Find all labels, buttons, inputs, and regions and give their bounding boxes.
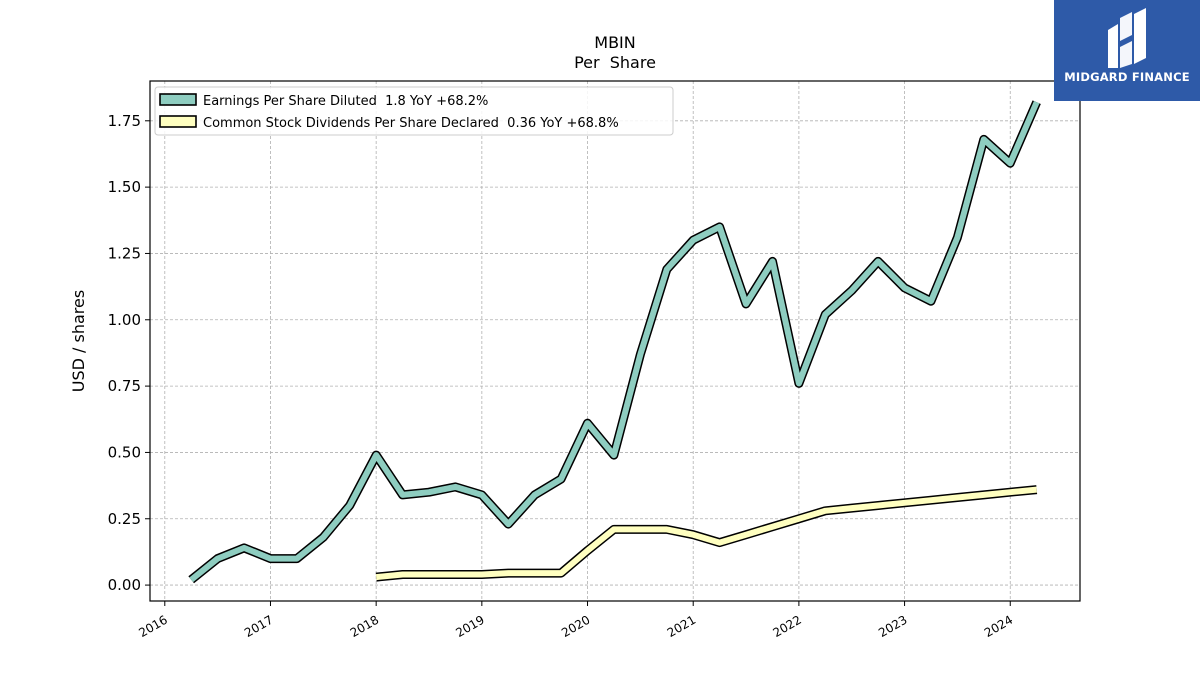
y-tick-label: 1.50 [108, 178, 141, 196]
x-tick-label: 2018 [348, 613, 381, 640]
x-tick-label: 2022 [770, 613, 803, 640]
chart-title: MBIN [594, 33, 635, 52]
legend-label: Common Stock Dividends Per Share Declare… [203, 116, 619, 131]
series-1 [375, 485, 1038, 582]
series-line-outline [188, 100, 1041, 584]
y-tick-label: 0.50 [108, 443, 141, 461]
y-tick-label: 0.25 [108, 510, 141, 528]
series-0 [188, 100, 1041, 584]
series-lines [188, 100, 1041, 584]
legend-box [154, 86, 674, 136]
logo-mark-icon [1108, 8, 1146, 68]
y-tick-label: 1.25 [108, 244, 141, 262]
x-tick-label: 2019 [453, 613, 486, 640]
series-line-outline [375, 485, 1038, 582]
y-tick-label: 0.00 [108, 576, 141, 594]
x-tick-label: 2024 [982, 613, 1015, 640]
y-tick-label: 0.75 [108, 377, 141, 395]
x-axis: 2016 2017 2018 2019 2020 2021 2022 2023 2024 [136, 601, 1015, 640]
x-tick-label: 2021 [665, 613, 698, 640]
x-tick-label: 2023 [876, 613, 909, 640]
logo: MIDGARD FINANCE [1054, 0, 1200, 101]
legend-swatch [159, 93, 197, 106]
logo-name: MIDGARD FINANCE [1064, 70, 1190, 84]
x-tick-label: 2017 [242, 613, 275, 640]
y-axis-label: USD / shares [69, 290, 88, 392]
series-line [375, 486, 1037, 581]
legend-label: Earnings Per Share Diluted 1.8 YoY +68.2… [203, 94, 488, 109]
x-tick-label: 2020 [559, 613, 592, 640]
grid [150, 81, 1080, 601]
legend-swatch [159, 115, 197, 128]
series-line [189, 101, 1040, 583]
legend: Earnings Per Share Diluted 1.8 YoY +68.2… [154, 86, 674, 136]
plot-frame [149, 80, 1081, 602]
y-tick-label: 1.75 [108, 112, 141, 130]
chart-subtitle: Per Share [574, 53, 656, 72]
y-tick-label: 1.00 [108, 311, 141, 329]
x-tick-label: 2016 [136, 613, 169, 640]
y-axis: 0.00 0.25 0.50 0.75 1.00 1.25 1.50 1.75 [108, 112, 150, 594]
